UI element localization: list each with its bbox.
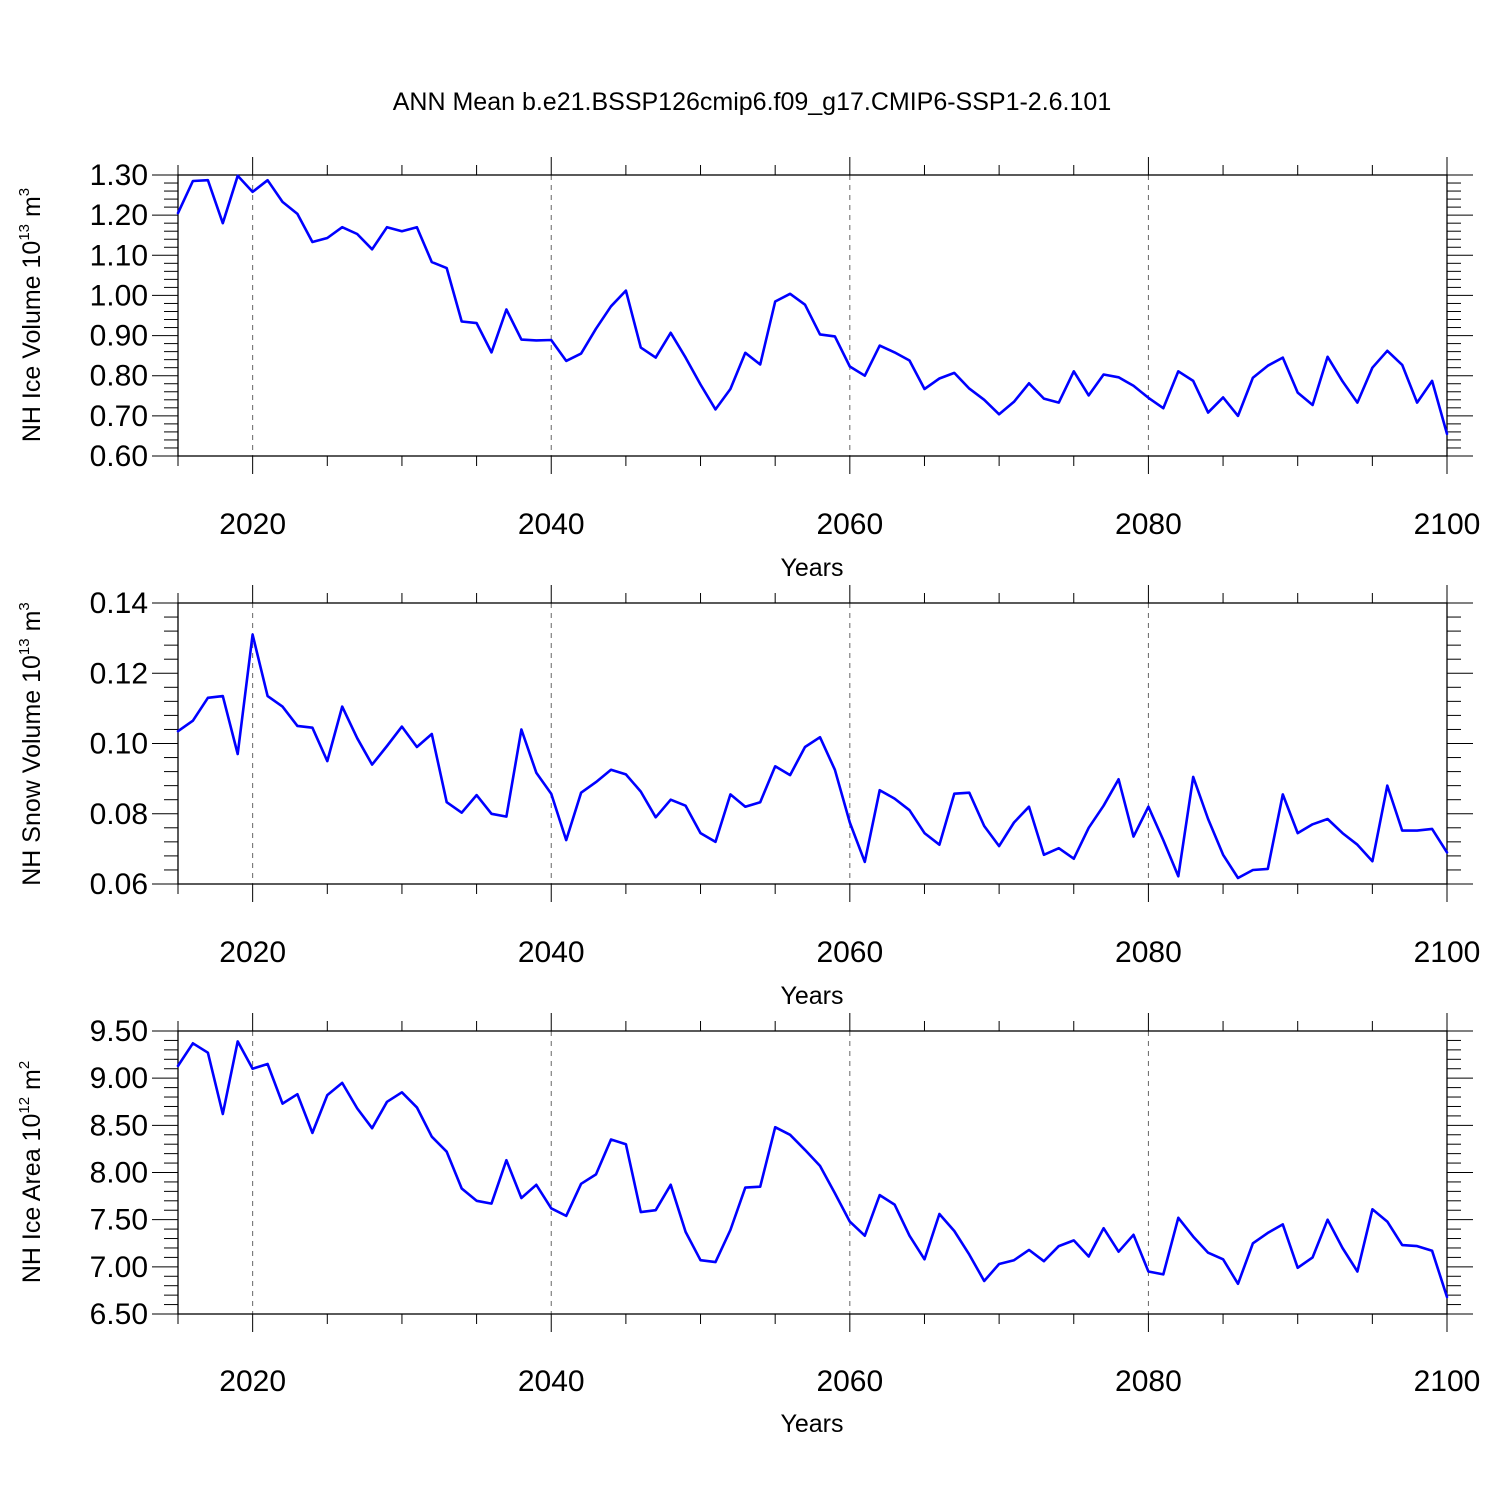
y-tick-label: 1.20 bbox=[90, 199, 148, 232]
series-line bbox=[176, 174, 1449, 436]
x-axis-label: Years bbox=[780, 554, 843, 582]
y-axis-label-ylabel-exp: 13 bbox=[16, 638, 33, 655]
y-axis-label-ylabel-main: NH Ice Area 10 bbox=[18, 1114, 46, 1284]
x-tick-label: 2080 bbox=[1115, 936, 1182, 969]
x-tick-label: 2060 bbox=[816, 508, 883, 541]
y-axis-label-ylabel-unit: m bbox=[18, 611, 46, 639]
y-tick-label: 1.10 bbox=[90, 239, 148, 272]
x-tick-label: 2020 bbox=[219, 1365, 286, 1398]
x-tick-label: 2080 bbox=[1115, 508, 1182, 541]
x-tick-label: 2100 bbox=[1414, 936, 1481, 969]
y-tick-label: 0.80 bbox=[90, 360, 148, 393]
y-axis-label: NH Ice Volume 1013 m3 bbox=[16, 188, 46, 442]
y-tick-label: 9.00 bbox=[90, 1062, 148, 1095]
y-axis-label: NH Snow Volume 1013 m3 bbox=[16, 602, 46, 886]
y-axis-label-ylabel-exp: 12 bbox=[16, 1097, 33, 1114]
y-axis-label-ylabel-unit-exp: 2 bbox=[16, 1061, 33, 1069]
x-tick-label: 2040 bbox=[518, 936, 585, 969]
y-axis-label-ylabel-unit-exp: 3 bbox=[16, 188, 33, 196]
chart-panels: 0.60 0.70 0.80 0.90 1.00 1.10 1.20 1.30 2020 2040… bbox=[16, 157, 1480, 1438]
x-tick-label: 2020 bbox=[219, 936, 286, 969]
y-tick-label: 0.12 bbox=[90, 657, 148, 690]
y-axis-label-ylabel-unit-exp: 3 bbox=[16, 602, 33, 610]
y-axis-label-ylabel-main: NH Ice Volume 10 bbox=[18, 241, 46, 443]
x-tick-label: 2040 bbox=[518, 1365, 585, 1398]
panel-3: 6.50 7.00 7.50 8.00 8.50 9.00 9.50 2020 2040 2060… bbox=[16, 1013, 1480, 1438]
y-axis-label: NH Ice Area 1012 m2 bbox=[16, 1061, 46, 1283]
x-axis-label: Years bbox=[780, 982, 843, 1010]
y-axis-label-ylabel-unit: m bbox=[18, 196, 46, 224]
x-tick-label: 2100 bbox=[1414, 508, 1481, 541]
y-tick-label: 0.70 bbox=[90, 400, 148, 433]
panel-2: 0.06 0.08 0.10 0.12 0.14 2020 2040 2060 2080 2100… bbox=[16, 585, 1480, 1010]
panel-1: 0.60 0.70 0.80 0.90 1.00 1.10 1.20 1.30 2020 2040… bbox=[16, 157, 1480, 582]
x-tick-label: 2100 bbox=[1414, 1365, 1481, 1398]
y-tick-label: 0.60 bbox=[90, 440, 148, 473]
y-tick-label: 0.14 bbox=[90, 587, 148, 620]
plot-frame bbox=[177, 602, 1448, 885]
y-tick-label: 0.06 bbox=[90, 868, 148, 901]
y-axis-label-ylabel-main: NH Snow Volume 10 bbox=[18, 655, 46, 886]
y-tick-label: 8.50 bbox=[90, 1109, 148, 1142]
y-tick-label: 0.10 bbox=[90, 728, 148, 761]
x-tick-label: 2020 bbox=[219, 508, 286, 541]
x-tick-label: 2060 bbox=[816, 936, 883, 969]
y-tick-label: 7.50 bbox=[90, 1204, 148, 1237]
chart-title: ANN Mean b.e21.BSSP126cmip6.f09_g17.CMIP… bbox=[393, 88, 1111, 116]
series-line bbox=[176, 633, 1449, 880]
x-axis-label: Years bbox=[780, 1410, 843, 1438]
x-tick-label: 2080 bbox=[1115, 1365, 1182, 1398]
series-line bbox=[176, 1040, 1449, 1299]
x-tick-label: 2060 bbox=[816, 1365, 883, 1398]
y-tick-label: 7.00 bbox=[90, 1251, 148, 1284]
plot-frame bbox=[177, 174, 1448, 457]
y-tick-label: 0.90 bbox=[90, 320, 148, 353]
y-tick-label: 0.08 bbox=[90, 798, 148, 831]
plot-frame bbox=[177, 1030, 1448, 1315]
y-tick-label: 1.00 bbox=[90, 279, 148, 312]
y-tick-label: 6.50 bbox=[90, 1298, 148, 1331]
y-tick-label: 8.00 bbox=[90, 1157, 148, 1190]
y-axis-label-ylabel-unit: m bbox=[18, 1069, 46, 1097]
y-tick-label: 9.50 bbox=[90, 1015, 148, 1048]
y-axis-label-ylabel-exp: 13 bbox=[16, 224, 33, 241]
y-tick-label: 1.30 bbox=[90, 159, 148, 192]
x-tick-label: 2040 bbox=[518, 508, 585, 541]
